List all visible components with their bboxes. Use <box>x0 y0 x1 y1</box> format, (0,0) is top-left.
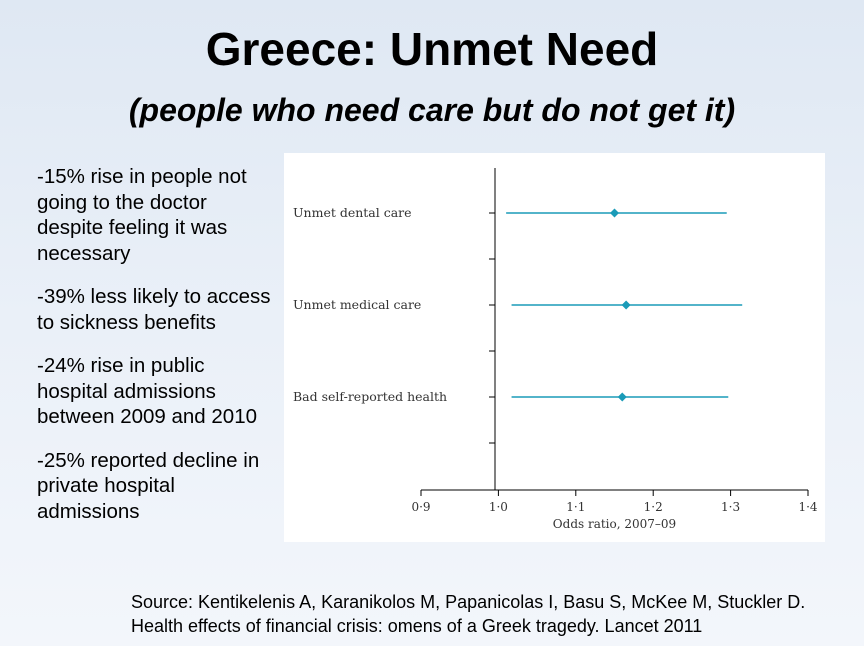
x-tick-label: 1·1 <box>566 500 585 514</box>
point-estimate <box>621 300 631 310</box>
slide-title: Greece: Unmet Need <box>205 23 659 75</box>
x-tick-label: 1·4 <box>798 500 817 514</box>
category-label: Bad self-reported health <box>293 389 447 404</box>
point-estimate <box>610 208 619 218</box>
x-axis-label: Odds ratio, 2007–09 <box>553 517 676 531</box>
forest-plot-panel: 0·9 1·0 1·1 1·2 1·3 1·4 Odds ratio, 2007–09 Unm… <box>284 153 825 542</box>
x-tick-label: 1·2 <box>644 500 663 514</box>
bullet-item: -39% less likely to access to sickness b… <box>37 285 271 334</box>
point-estimate <box>617 392 627 402</box>
category-label: Unmet dental care <box>293 205 412 220</box>
source-line: Health effects of financial crisis: omen… <box>131 616 703 636</box>
bullet-item: -25% reported decline in private hospita… <box>37 448 260 523</box>
x-tick-label: 0·9 <box>411 500 430 514</box>
slide-subtitle: (people who need care but do not get it) <box>128 92 736 128</box>
bullet-item: -24% rise in public hospital admissions … <box>37 354 258 428</box>
bullet-item: -15% rise in people not going to the doc… <box>37 165 247 265</box>
forest-plot: 0·9 1·0 1·1 1·2 1·3 1·4 Odds ratio, 2007–09 Unm… <box>293 168 818 531</box>
x-tick-label: 1·0 <box>489 500 508 514</box>
bullet-list: -15% rise in people not going to the doc… <box>37 164 277 542</box>
source-line: Source: Kentikelenis A, Karanikolos M, P… <box>131 592 806 612</box>
source-citation: Source: Kentikelenis A, Karanikolos M, P… <box>131 590 851 638</box>
x-tick-label: 1·3 <box>721 500 740 514</box>
category-label: Unmet medical care <box>293 297 421 312</box>
